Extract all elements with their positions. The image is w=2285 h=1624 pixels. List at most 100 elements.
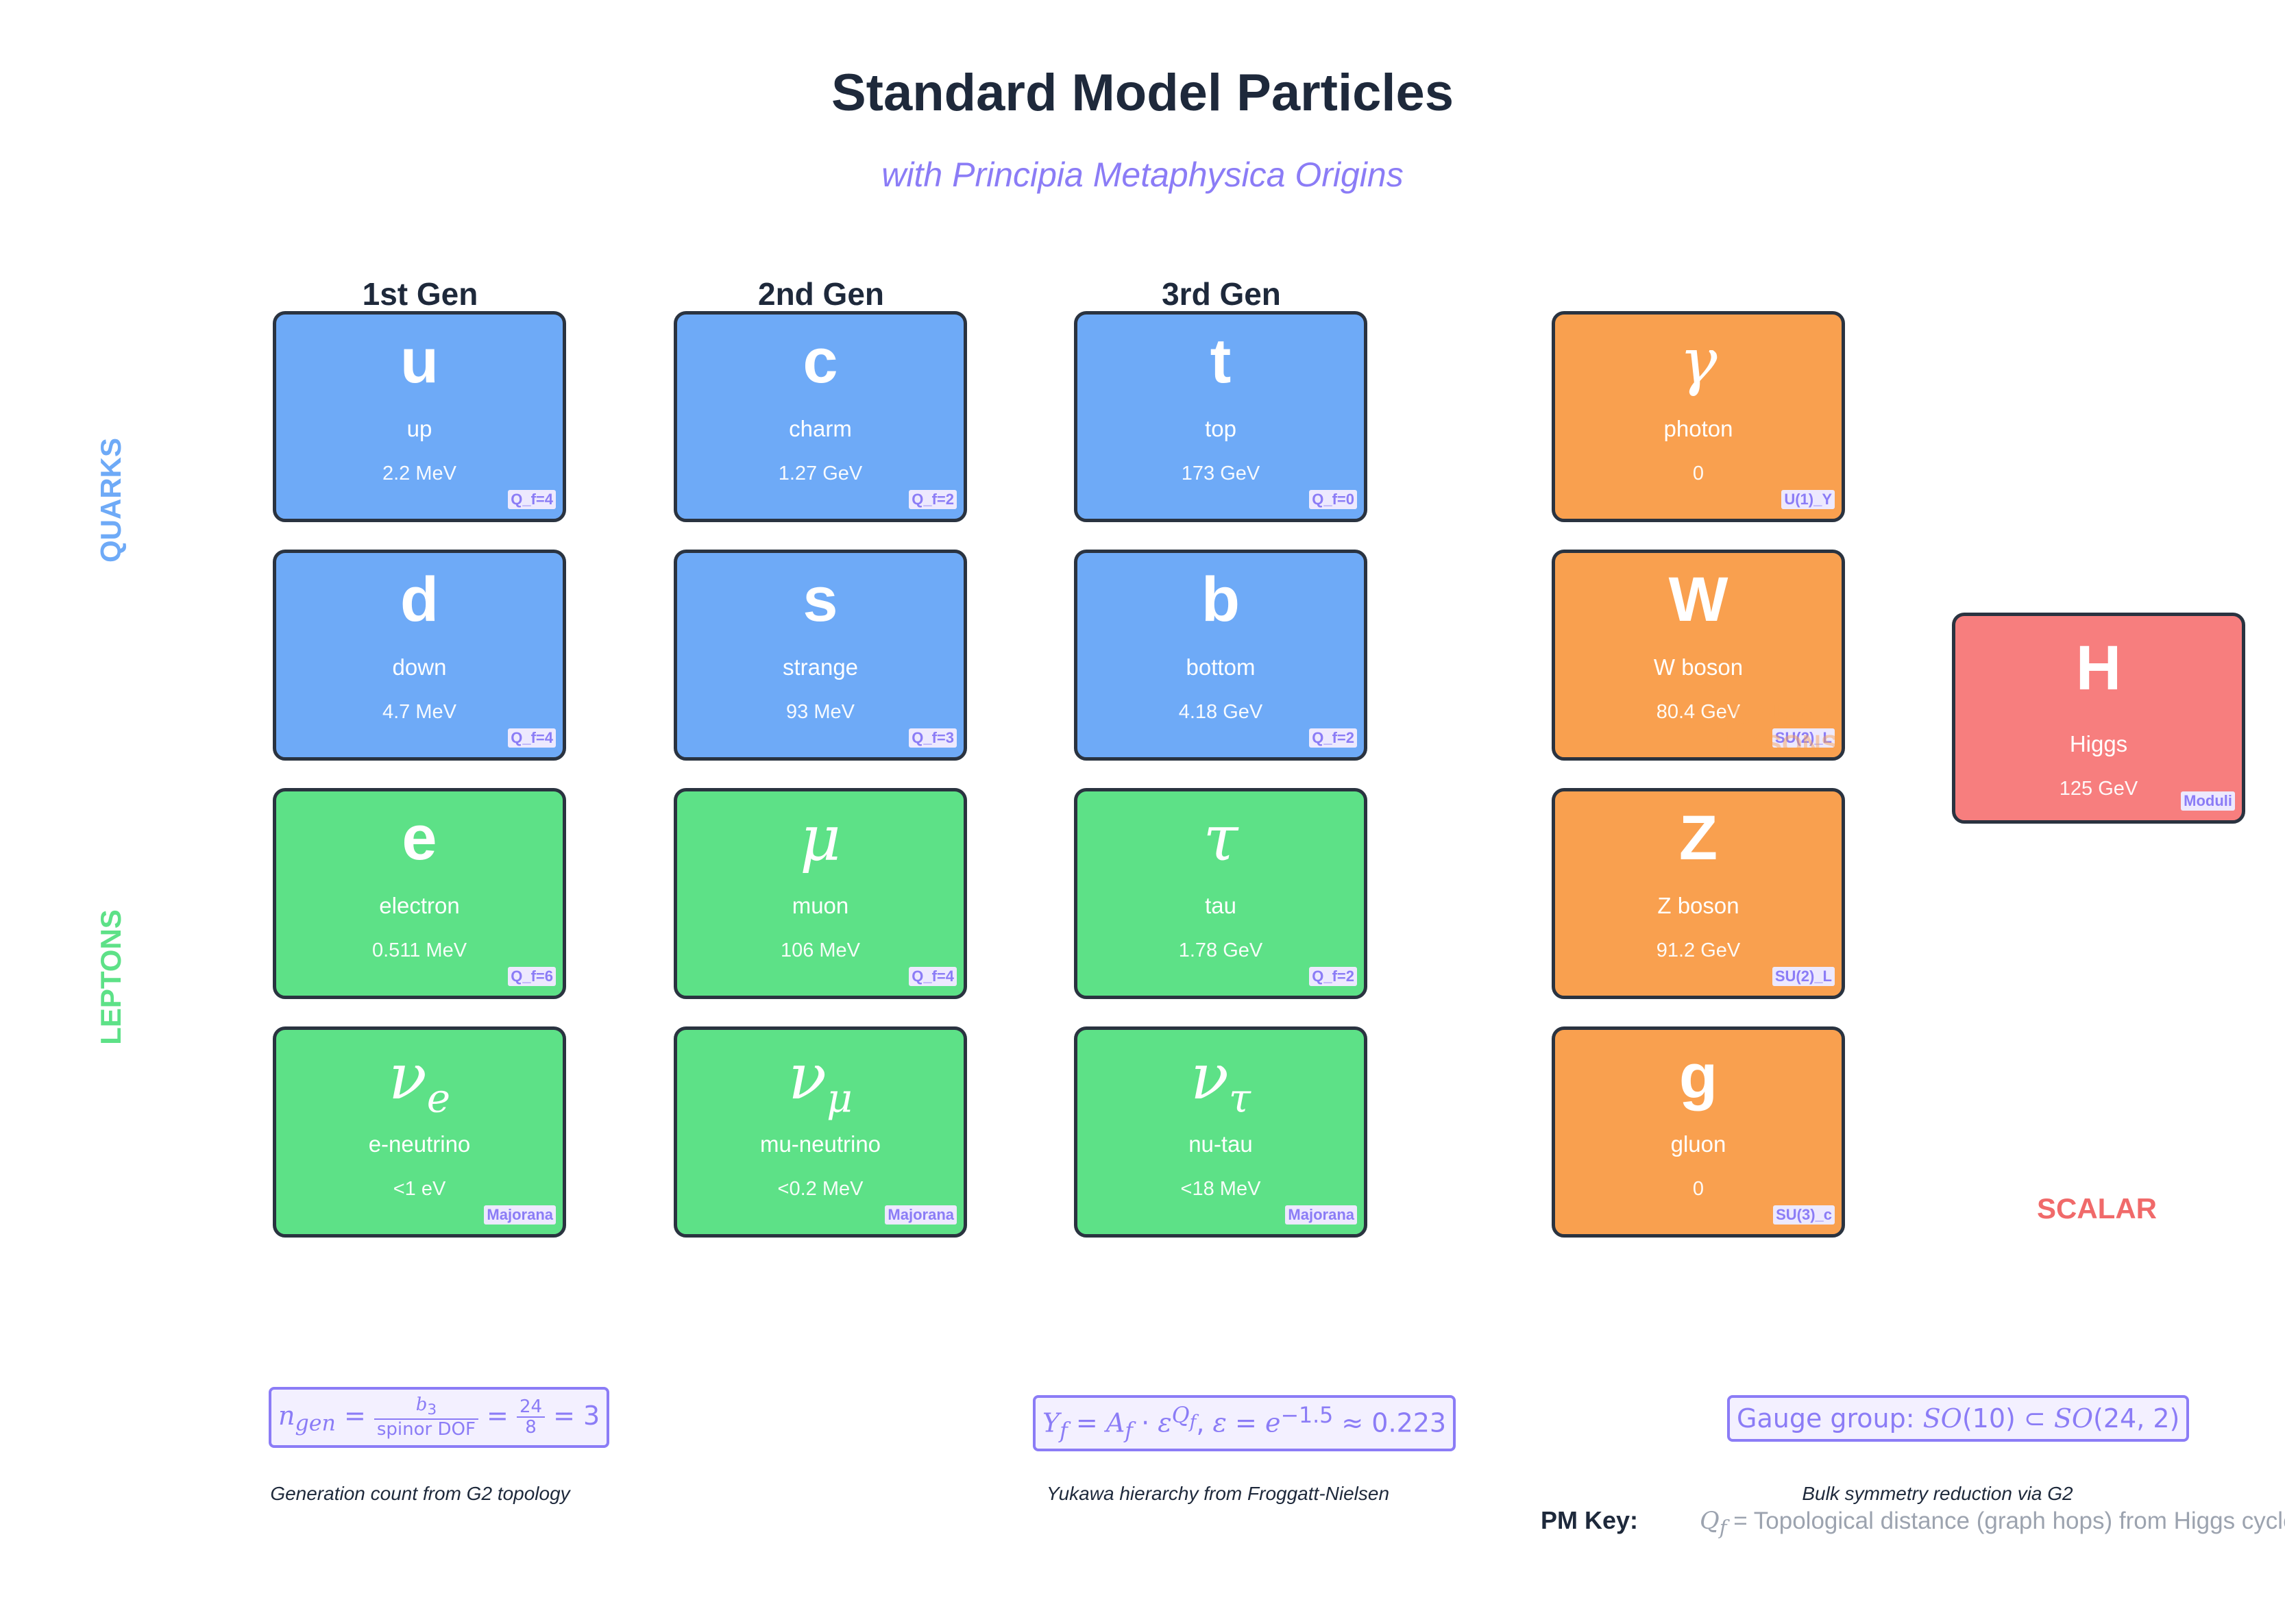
page-title: Standard Model Particles (831, 64, 1454, 122)
particle-symbol: Z (1678, 803, 1718, 873)
pm-tag: Moduli (2181, 791, 2235, 811)
formula-gauge-group: Gauge group: SO(10) ⊂ SO(24, 2) (1727, 1395, 2190, 1442)
particle-symbol: ντ (1190, 1040, 1251, 1122)
particle-symbol: H (2075, 633, 2122, 703)
leptons-label: LEPTONS (95, 909, 127, 1045)
pm-tag: Q_f=6 (508, 967, 556, 986)
particle-mass: 2.2 MeV (382, 463, 456, 484)
particle-card-up[interactable]: u up 2.2 MeV Q_f=4 (273, 311, 566, 522)
particle-symbol: s (803, 565, 838, 635)
formula-gauge-caption: Bulk symmetry reduction via G2 (1802, 1483, 2073, 1504)
particle-name: strange (782, 654, 859, 680)
gauge-bosons-label: GAUGE BOSONS (1725, 700, 1839, 759)
particle-card-bottom[interactable]: b bottom 4.18 GeV Q_f=2 (1074, 550, 1367, 761)
particle-name: tau (1205, 893, 1236, 918)
quarks-label: QUARKS (95, 438, 127, 563)
particle-symbol: e (402, 803, 437, 873)
particle-symbol: c (803, 326, 838, 396)
particle-card-z-boson[interactable]: Z Z boson 91.2 GeV SU(2)_L (1552, 788, 1845, 999)
particle-mass: 0 (1692, 463, 1704, 484)
particle-mass: 93 MeV (786, 701, 855, 723)
formula-yukawa-caption: Yukawa hierarchy from Froggatt-Nielsen (1046, 1483, 1390, 1504)
particle-mass: <1 eV (393, 1178, 446, 1200)
particle-mass: <18 MeV (1180, 1178, 1261, 1200)
particle-symbol: b (1201, 565, 1241, 635)
pm-tag: Majorana (885, 1205, 957, 1225)
particle-mass: 106 MeV (780, 939, 861, 961)
particle-card-tau-neutrino[interactable]: ντ nu-tau <18 MeV Majorana (1074, 1026, 1367, 1238)
formula-yukawa: Yf = Af · εQf, ε = e−1.5 ≈ 0.223 (1033, 1395, 1456, 1452)
gen-header-1: 1st Gen (362, 276, 478, 312)
particle-mass: <0.2 MeV (777, 1178, 864, 1200)
particle-card-top[interactable]: t top 173 GeV Q_f=0 (1074, 311, 1367, 522)
particle-card-e-neutrino[interactable]: νe e-neutrino <1 eV Majorana (273, 1026, 566, 1238)
pm-tag: Q_f=4 (508, 490, 556, 509)
particle-mass: 1.78 GeV (1178, 939, 1263, 961)
particle-mass: 80.4 GeV (1656, 701, 1741, 723)
particle-card-w-boson[interactable]: W W boson 80.4 GeV SU(2)_L (1552, 550, 1845, 761)
gen-header-3: 3rd Gen (1162, 276, 1281, 312)
particle-name: Higgs (2069, 731, 2128, 756)
pm-key-label: PM Key: (1541, 1506, 1639, 1534)
pm-tag: U(1)_Y (1781, 490, 1835, 509)
pm-tag: Q_f=2 (1309, 967, 1357, 986)
scalar-label: SCALAR (2037, 1192, 2157, 1225)
particle-name: e-neutrino (368, 1131, 471, 1157)
particle-name: charm (789, 416, 852, 441)
particle-card-gluon[interactable]: g gluon 0 SU(3)_c (1552, 1026, 1845, 1238)
particle-name: up (406, 416, 432, 441)
particle-name: bottom (1186, 654, 1256, 680)
particle-card-electron[interactable]: e electron 0.511 MeV Q_f=6 (273, 788, 566, 999)
particle-mass: 0 (1692, 1178, 1704, 1200)
particle-name: mu-neutrino (759, 1131, 881, 1157)
pm-tag: SU(2)_L (1772, 967, 1835, 986)
particle-mass: 0.511 MeV (371, 939, 467, 961)
formula-ngen: ngen = b3 spinor DOF = 24 8 = 3 (269, 1387, 610, 1448)
particle-name: gluon (1670, 1131, 1726, 1157)
particle-mass: 91.2 GeV (1656, 939, 1741, 961)
pm-tag: Q_f=2 (909, 490, 957, 509)
particle-mass: 125 GeV (2059, 778, 2138, 800)
pm-tag: Q_f=3 (909, 728, 957, 748)
particle-card-strange[interactable]: s strange 93 MeV Q_f=3 (674, 550, 967, 761)
particle-card-mu-neutrino[interactable]: νμ mu-neutrino <0.2 MeV Majorana (674, 1026, 967, 1238)
pm-tag: SU(3)_c (1773, 1205, 1835, 1225)
particle-card-down[interactable]: d down 4.7 MeV Q_f=4 (273, 550, 566, 761)
particle-card-muon[interactable]: μ muon 106 MeV Q_f=4 (674, 788, 967, 999)
particle-symbol: g (1678, 1042, 1718, 1111)
particle-name: Z boson (1657, 893, 1739, 918)
pm-tag: Q_f=4 (508, 728, 556, 748)
particle-name: photon (1663, 416, 1733, 441)
pm-tag: SU(2)_L (1772, 728, 1835, 748)
particle-card-tau[interactable]: τ tau 1.78 GeV Q_f=2 (1074, 788, 1367, 999)
particle-name: nu-tau (1188, 1131, 1253, 1157)
pm-tag: Majorana (484, 1205, 556, 1225)
particle-card-charm[interactable]: c charm 1.27 GeV Q_f=2 (674, 311, 967, 522)
pm-tag: Q_f=4 (909, 967, 957, 986)
gen-header-2: 2nd Gen (757, 276, 885, 312)
particle-card-higgs[interactable]: H Higgs 125 GeV Moduli (1952, 613, 2245, 824)
particle-mass: 4.7 MeV (382, 701, 456, 723)
pm-key-text: Qf = Topological distance (graph hops) f… (1700, 1508, 2285, 1539)
particle-mass: 4.18 GeV (1178, 701, 1263, 723)
particle-mass: 173 GeV (1181, 463, 1260, 484)
particle-name: electron (379, 893, 460, 918)
pm-tag: Q_f=2 (1309, 728, 1357, 748)
particle-symbol: νe (388, 1040, 451, 1122)
particle-symbol: τ (1203, 802, 1238, 875)
particle-card-photon[interactable]: γ photon 0 U(1)_Y (1552, 311, 1845, 522)
particle-symbol: d (400, 565, 439, 635)
particle-name: top (1205, 416, 1236, 441)
particle-symbol: νμ (788, 1040, 853, 1122)
particle-name: muon (792, 893, 849, 918)
particle-name: W boson (1653, 654, 1744, 680)
particle-mass: 1.27 GeV (778, 463, 863, 484)
particle-name: down (392, 654, 447, 680)
page-subtitle: with Principia Metaphysica Origins (881, 156, 1404, 194)
particle-symbol: μ (800, 802, 841, 875)
pm-tag: Q_f=0 (1309, 490, 1357, 509)
particle-symbol: t (1210, 326, 1232, 396)
particle-symbol: u (400, 326, 439, 396)
formula-ngen-caption: Generation count from G2 topology (270, 1483, 570, 1504)
particle-symbol: W (1668, 565, 1728, 635)
